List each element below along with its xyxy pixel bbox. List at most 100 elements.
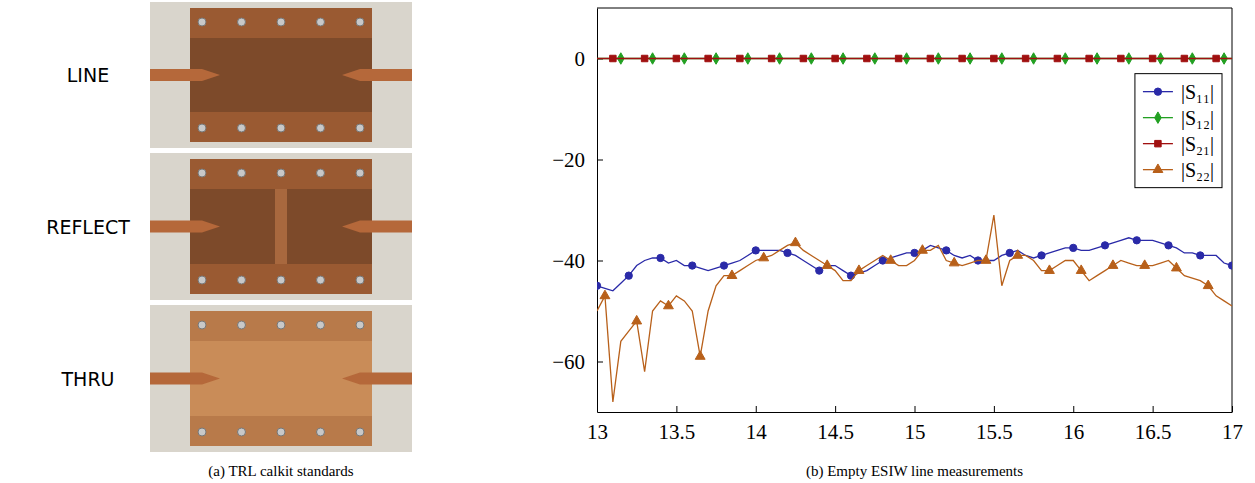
screw xyxy=(277,124,285,132)
series-marker xyxy=(1038,252,1045,259)
x-tick-mark xyxy=(1073,406,1074,412)
series-marker xyxy=(1172,262,1182,271)
screw xyxy=(198,321,206,329)
series-marker xyxy=(1006,249,1013,256)
x-axis: 1313.51414.51515.51616.517 xyxy=(587,406,1243,444)
standard-label: THRU xyxy=(60,368,114,390)
short-wall xyxy=(275,189,287,264)
x-tick-mark xyxy=(756,406,757,412)
series-marker xyxy=(816,267,823,274)
x-tick-label: 13.5 xyxy=(659,420,696,444)
legend-marker xyxy=(1155,140,1161,146)
series-marker xyxy=(1022,55,1028,61)
series-marker xyxy=(1213,55,1219,61)
y-tick-label: −60 xyxy=(552,350,585,374)
series-line xyxy=(597,215,1232,402)
feed-right xyxy=(342,221,412,233)
series-marker xyxy=(673,55,679,61)
legend-label: |S₁₂| xyxy=(1181,107,1214,130)
y-tick-label: 0 xyxy=(575,47,586,71)
y-tick: −40 xyxy=(552,249,603,273)
x-tick-label: 15.5 xyxy=(976,420,1013,444)
legend-marker xyxy=(1153,164,1163,173)
series-marker xyxy=(600,290,610,299)
screw xyxy=(317,428,325,436)
standard-label: LINE xyxy=(67,64,109,86)
series-marker xyxy=(610,55,616,61)
y-tick-mark xyxy=(597,261,603,262)
series-marker xyxy=(737,55,743,61)
figure: LINEREFLECTTHRU(a) TRL calkit standards 1… xyxy=(0,0,1255,483)
x-tick-label: 14 xyxy=(746,420,768,444)
series-marker xyxy=(895,55,901,61)
screw xyxy=(198,124,206,132)
series-marker xyxy=(822,260,832,269)
series-marker xyxy=(1228,262,1232,269)
series-marker xyxy=(695,351,705,360)
series-marker xyxy=(918,245,928,254)
legend-label: |S₁₁| xyxy=(1181,81,1214,104)
x-tick: 14.5 xyxy=(817,406,854,444)
legend-item: |S₂₂| xyxy=(1143,159,1214,182)
x-tick-label: 15 xyxy=(905,420,926,444)
series-marker xyxy=(657,254,664,261)
series-marker xyxy=(641,55,647,61)
series-marker xyxy=(981,255,991,264)
y-tick-mark xyxy=(597,362,603,363)
screw xyxy=(356,169,364,177)
series-marker xyxy=(1101,242,1108,249)
screw xyxy=(238,321,246,329)
legend-item: |S₁₁| xyxy=(1143,81,1214,104)
legend-item: |S₁₂| xyxy=(1143,107,1214,130)
series-marker xyxy=(886,255,896,264)
screw xyxy=(238,428,246,436)
series-marker xyxy=(927,55,933,61)
y-tick: −20 xyxy=(552,148,603,172)
feed-right xyxy=(342,373,412,385)
series-marker xyxy=(632,315,642,324)
series-marker xyxy=(1118,55,1124,61)
x-tick-mark xyxy=(994,406,995,412)
panel-a: LINEREFLECTTHRU(a) TRL calkit standards xyxy=(46,2,412,480)
legend-label: |S₂₁| xyxy=(1181,133,1214,156)
series-marker xyxy=(705,55,711,61)
series-marker xyxy=(720,262,727,269)
legend-marker xyxy=(1155,112,1162,123)
series-marker xyxy=(1045,265,1055,274)
series-marker xyxy=(1165,242,1172,249)
series-marker xyxy=(1054,55,1060,61)
board xyxy=(150,153,412,300)
y-tick-label: −40 xyxy=(552,249,585,273)
series-marker xyxy=(791,237,801,246)
x-tick-label: 16 xyxy=(1063,420,1084,444)
calkit-photo: THRU xyxy=(60,305,412,452)
legend: |S₁₁| |S₁₂| |S₂₁| |S₂₂| xyxy=(1135,74,1222,188)
x-tick-label: 16.5 xyxy=(1135,420,1172,444)
series-line xyxy=(597,238,1232,291)
series-marker xyxy=(1197,252,1204,259)
series-marker xyxy=(911,249,918,256)
series-marker xyxy=(1086,55,1092,61)
legend-label: |S₂₂| xyxy=(1181,159,1214,182)
series-line xyxy=(597,58,1232,59)
x-tick: 14 xyxy=(746,406,768,444)
series-marker xyxy=(959,55,965,61)
series-marker xyxy=(752,247,759,254)
screw xyxy=(317,276,325,284)
series-marker xyxy=(879,257,886,264)
series-marker xyxy=(1140,260,1150,269)
series-marker xyxy=(1203,280,1213,289)
screw xyxy=(238,18,246,26)
screw xyxy=(277,321,285,329)
series-marker xyxy=(664,300,674,309)
x-tick-mark xyxy=(1232,406,1233,412)
screw xyxy=(356,321,364,329)
screw xyxy=(356,428,364,436)
series-marker xyxy=(1133,237,1140,244)
series-marker xyxy=(1108,260,1118,269)
x-tick-mark xyxy=(676,406,677,412)
feed-left xyxy=(150,69,220,81)
y-axis: −60 −40 −20 0 xyxy=(552,9,603,413)
screw xyxy=(198,276,206,284)
screw xyxy=(277,276,285,284)
